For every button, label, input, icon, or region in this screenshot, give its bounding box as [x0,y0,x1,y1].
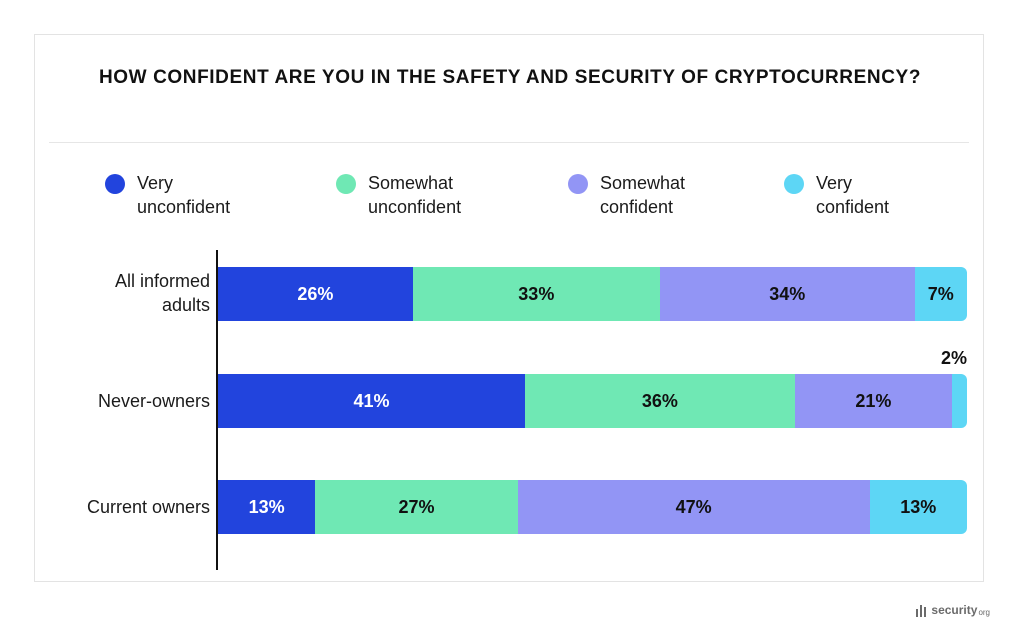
bar-segment-very-unconfident: 13% [218,480,316,534]
data-label: 33% [518,283,555,304]
row-label-never-owners: Never-owners [97,391,210,411]
bar-segment-very-unconfident: 26% [218,267,413,321]
bar-never-owners: 41% 36% 21% 2% [218,348,967,428]
bar-segment-somewhat-unconfident: 33% [412,267,660,321]
brand-suffix: org [978,608,990,617]
bar-segment-somewhat-unconfident: 36% [525,374,795,428]
bar-segment-very-confident: 13% [869,480,967,534]
legend-label: Very confident [816,173,890,217]
data-label: 21% [855,390,892,411]
brand-logo: security org [916,603,990,617]
data-label: 34% [769,283,806,304]
data-label: 13% [248,496,285,517]
bar-segment-very-unconfident: 41% [218,374,526,428]
data-label: 26% [297,283,334,304]
legend-item-very-unconfident: Very unconfident [105,171,230,219]
data-label: 7% [927,283,954,304]
legend-swatch [784,174,804,194]
bar-all-informed-adults: 26% 33% 34% 7% [218,267,967,321]
legend-label: Somewhat unconfident [368,173,462,217]
legend-item-very-confident: Very confident [784,171,889,219]
legend-label: Very unconfident [137,173,231,217]
bar-segment-very-confident: 2% [941,348,967,428]
bar-segment-very-confident: 7% [914,267,967,321]
chart-card: HOW CONFIDENT ARE YOU IN THE SAFETY AND … [34,34,984,582]
bar-current-owners: 13% 27% 47% 13% [218,480,967,534]
data-label: 47% [675,496,712,517]
legend-item-somewhat-unconfident: Somewhat unconfident [336,171,461,219]
brand-name: security [931,603,978,617]
bar-segment-somewhat-confident: 21% [794,374,952,428]
bar-segment-somewhat-confident: 47% [517,480,870,534]
legend-item-somewhat-confident: Somewhat confident [568,171,685,219]
data-label: 36% [641,390,678,411]
chart-title: HOW CONFIDENT ARE YOU IN THE SAFETY AND … [98,67,922,88]
bar-segment-somewhat-confident: 34% [659,267,915,321]
title-divider [49,142,969,143]
brand-bars-icon [916,605,928,617]
row-label-current-owners: Current owners [86,497,210,517]
bar-segment-somewhat-unconfident: 27% [315,480,518,534]
legend-label: Somewhat confident [600,173,686,217]
data-label: 2% [940,348,967,368]
data-label: 13% [900,496,937,517]
legend-swatch [105,174,125,194]
legend-swatch [336,174,356,194]
legend-swatch [568,174,588,194]
y-axis-line [216,250,218,570]
data-label: 41% [353,390,390,411]
row-label-all-informed-adults: All informed adults [114,271,210,315]
data-label: 27% [398,496,435,517]
